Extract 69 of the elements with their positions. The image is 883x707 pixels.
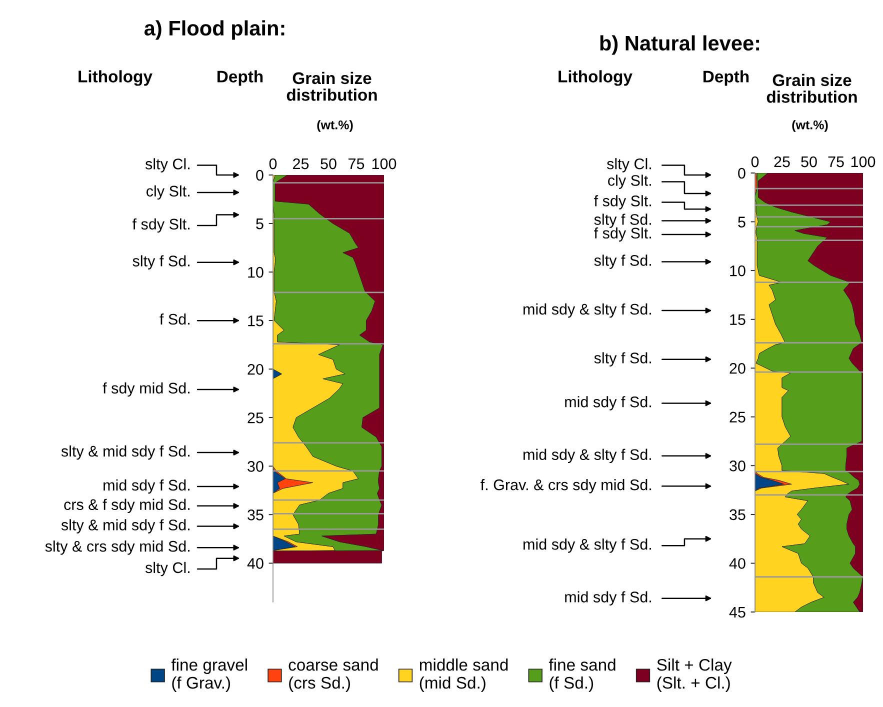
legend-label: middle sand (mid Sd.) <box>420 658 508 692</box>
y-tick-label: 25 <box>248 412 264 424</box>
y-axis-title: Depth <box>704 70 749 86</box>
text: (wt.%) <box>317 120 353 132</box>
legend-label: fine gravel (f Grav.) <box>171 658 247 692</box>
x-axis-title: Grain size distribution <box>766 74 857 103</box>
text: f sdy Slt. <box>594 227 652 242</box>
y-axis-title: Depth <box>218 70 263 86</box>
text: slty & mid sdy f Sd. <box>61 519 190 534</box>
text: Lithology <box>558 70 632 86</box>
text: slty Cl. <box>145 562 190 576</box>
x-tick-label: 75 <box>348 158 364 170</box>
text: slty Cl. <box>145 158 190 172</box>
chart-title: b) Natural levee: <box>600 35 760 55</box>
legend-label: Silt + Clay (Slt. + Cl.) <box>657 658 732 692</box>
y-tick-label: 30 <box>248 461 264 472</box>
text: mid sdy & slty f Sd. <box>524 303 652 318</box>
x-tick-label: 25 <box>774 156 790 168</box>
y-tick-label: 10 <box>730 265 746 276</box>
text: slty & mid sdy f Sd. <box>61 445 190 460</box>
y-tick-label: 40 <box>247 558 264 569</box>
text: cly Slt. <box>608 174 652 189</box>
text: slty f Sd. <box>594 214 652 228</box>
y-tick-label: 35 <box>730 509 746 520</box>
text: mid sdy & slty f Sd. <box>524 448 652 464</box>
text: slty & crs sdy mid Sd. <box>45 540 190 555</box>
x-tick-label: 100 <box>851 156 876 168</box>
y-tick-label: 0 <box>256 170 264 181</box>
text: Lithology <box>78 70 152 86</box>
y-tick-label: 20 <box>248 364 264 375</box>
text: slty f Sd. <box>594 254 652 269</box>
text: crs & f sdy mid Sd. <box>64 498 190 514</box>
legend-label: fine sand (f Sd.) <box>548 658 616 692</box>
x-tick-label: 0 <box>269 158 277 170</box>
y-tick-label: 0 <box>738 168 746 179</box>
y-tick-label: 15 <box>248 316 264 326</box>
text: f sdy mid Sd. <box>102 382 190 397</box>
y-tick-label: 5 <box>738 216 746 228</box>
text: f sdy Slt. <box>594 195 652 210</box>
y-tick-label: 5 <box>256 218 264 230</box>
y-tick-label: 35 <box>248 510 264 520</box>
x-tick-label: 50 <box>320 158 336 170</box>
legend-label: coarse sand (crs Sd.) <box>288 658 378 692</box>
x-axis-title: Grain size distribution <box>286 72 377 101</box>
text: f sdy Slt. <box>132 218 190 233</box>
text: f. Grav. & crs sdy mid Sd. <box>480 479 652 494</box>
x-tick-label: 50 <box>801 156 817 168</box>
text: slty f Sd. <box>132 255 190 270</box>
y-tick-label: 30 <box>730 460 746 472</box>
text: mid sdy f Sd. <box>565 396 652 410</box>
x-tick-label: 100 <box>372 158 396 170</box>
text: f Sd. <box>160 313 190 325</box>
y-tick-label: 45 <box>729 607 746 618</box>
y-tick-label: 20 <box>730 362 746 374</box>
text: mid sdy & slty f Sd. <box>524 538 652 553</box>
x-tick-label: 25 <box>293 158 309 170</box>
chart-title: a) Flood plain: <box>144 20 284 40</box>
x-tick-label: 75 <box>828 156 844 168</box>
y-tick-label: 15 <box>730 314 746 326</box>
text: mid sdy f Sd. <box>565 591 652 606</box>
y-tick-label: 40 <box>729 558 746 569</box>
y-tick-label: 25 <box>730 412 746 423</box>
text: slty Cl. <box>606 158 652 172</box>
text: (wt.%) <box>792 120 828 132</box>
text: mid sdy f Sd. <box>104 479 190 494</box>
y-tick-label: 10 <box>248 266 264 278</box>
text: cly Slt. <box>146 185 190 200</box>
x-tick-label: 0 <box>751 156 759 168</box>
text: slty f Sd. <box>594 352 652 366</box>
